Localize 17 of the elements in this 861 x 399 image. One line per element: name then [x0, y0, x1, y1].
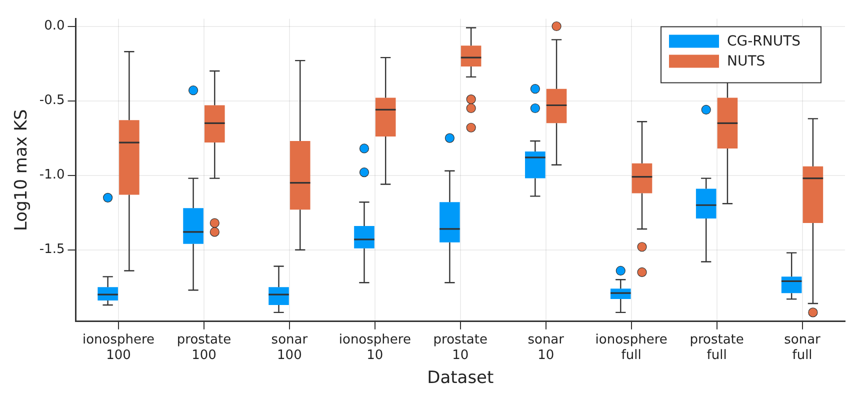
- x-tick-label: prostate 10: [433, 332, 488, 364]
- x-tick-label: sonar 10: [528, 332, 565, 364]
- x-tick-label: ionosphere 10: [338, 332, 411, 364]
- legend-label: NUTS: [727, 53, 766, 70]
- x-tick-label: prostate full: [690, 332, 744, 364]
- x-axis-title: Dataset: [427, 368, 494, 388]
- y-tick-label: 0.0: [44, 18, 65, 34]
- x-tick-label: prostate 100: [176, 332, 232, 364]
- x-tick-label: ionosphere full: [595, 332, 668, 364]
- legend-label: CG-RNUTS: [727, 33, 801, 50]
- y-tick-label: -1.5: [39, 242, 65, 258]
- x-tick-label: sonar 100: [271, 332, 308, 364]
- y-axis-title: Log10 max KS: [12, 109, 32, 231]
- x-tick-label: ionosphere 100: [82, 332, 155, 364]
- y-tick-label: -0.5: [39, 93, 65, 108]
- x-tick-label: sonar full: [784, 332, 822, 364]
- y-tick-label: -1.0: [39, 168, 65, 183]
